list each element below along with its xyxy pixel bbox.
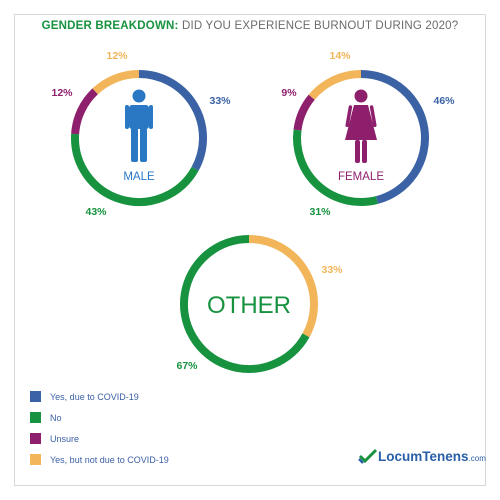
donut-slice xyxy=(71,88,99,135)
chart-title: GENDER BREAKDOWN: DID YOU EXPERIENCE BUR… xyxy=(0,20,500,32)
logo-suffix: .com xyxy=(468,453,486,463)
legend-item: Yes, but not due to COVID-19 xyxy=(30,449,169,470)
legend-swatch xyxy=(30,433,41,444)
donut-slice xyxy=(138,70,207,171)
donut-slice xyxy=(308,70,362,100)
slice-label: 14% xyxy=(329,50,351,62)
legend-label: Yes, due to COVID-19 xyxy=(50,391,139,402)
slice-label: 43% xyxy=(85,206,107,218)
donut-slice xyxy=(71,133,199,206)
legend-label: Unsure xyxy=(50,433,80,444)
slice-label: 46% xyxy=(433,95,455,107)
slice-label: 31% xyxy=(309,206,331,218)
legend-swatch xyxy=(30,391,41,402)
legend-swatch xyxy=(30,412,41,423)
legend-item: Yes, due to COVID-19 xyxy=(30,386,169,407)
title-part-2: DID YOU EXPERIENCE BURNOUT DURING 2020? xyxy=(181,20,459,32)
legend-label: No xyxy=(50,412,62,423)
legend-item: Unsure xyxy=(30,428,169,449)
legend-swatch xyxy=(30,454,41,465)
donut-chart-male: 33% 43% 12% 12% MALE xyxy=(51,50,231,218)
slice-label: 33% xyxy=(209,95,231,107)
center-label: FEMALE xyxy=(338,171,384,183)
title-part-1: GENDER BREAKDOWN: xyxy=(41,20,179,32)
donut-chart-female: 46% 31% 9% 14% FEMALE xyxy=(281,50,455,218)
slice-label: 67% xyxy=(176,360,198,372)
legend-item: No xyxy=(30,407,169,428)
donut-slice xyxy=(248,235,318,338)
donut-slice xyxy=(360,70,429,204)
slice-label: 33% xyxy=(321,264,343,276)
legend: Yes, due to COVID-19 No Unsure Yes, but not… xyxy=(30,386,169,470)
donut-chart-other: 33% 67% OTHER xyxy=(176,235,343,373)
donut-slice xyxy=(92,70,140,95)
male-person-icon xyxy=(125,89,153,162)
female-person-icon xyxy=(345,89,377,163)
donut-slice xyxy=(293,129,378,206)
slice-label: 9% xyxy=(281,87,297,99)
legend-label: Yes, but not due to COVID-19 xyxy=(50,454,169,465)
center-label: MALE xyxy=(123,171,155,183)
slice-label: 12% xyxy=(106,50,128,62)
logo-name: LocumTenens xyxy=(378,448,469,464)
donut-slice xyxy=(180,235,310,373)
locumtenens-logo: LocumTenens.com xyxy=(358,448,486,464)
logo-text: LocumTenens.com xyxy=(378,449,486,464)
donut-slice xyxy=(293,94,315,131)
slice-label: 12% xyxy=(51,87,73,99)
checkmark-logo-icon xyxy=(358,448,378,464)
center-label: OTHER xyxy=(207,292,291,319)
infographic-frame xyxy=(14,14,486,486)
